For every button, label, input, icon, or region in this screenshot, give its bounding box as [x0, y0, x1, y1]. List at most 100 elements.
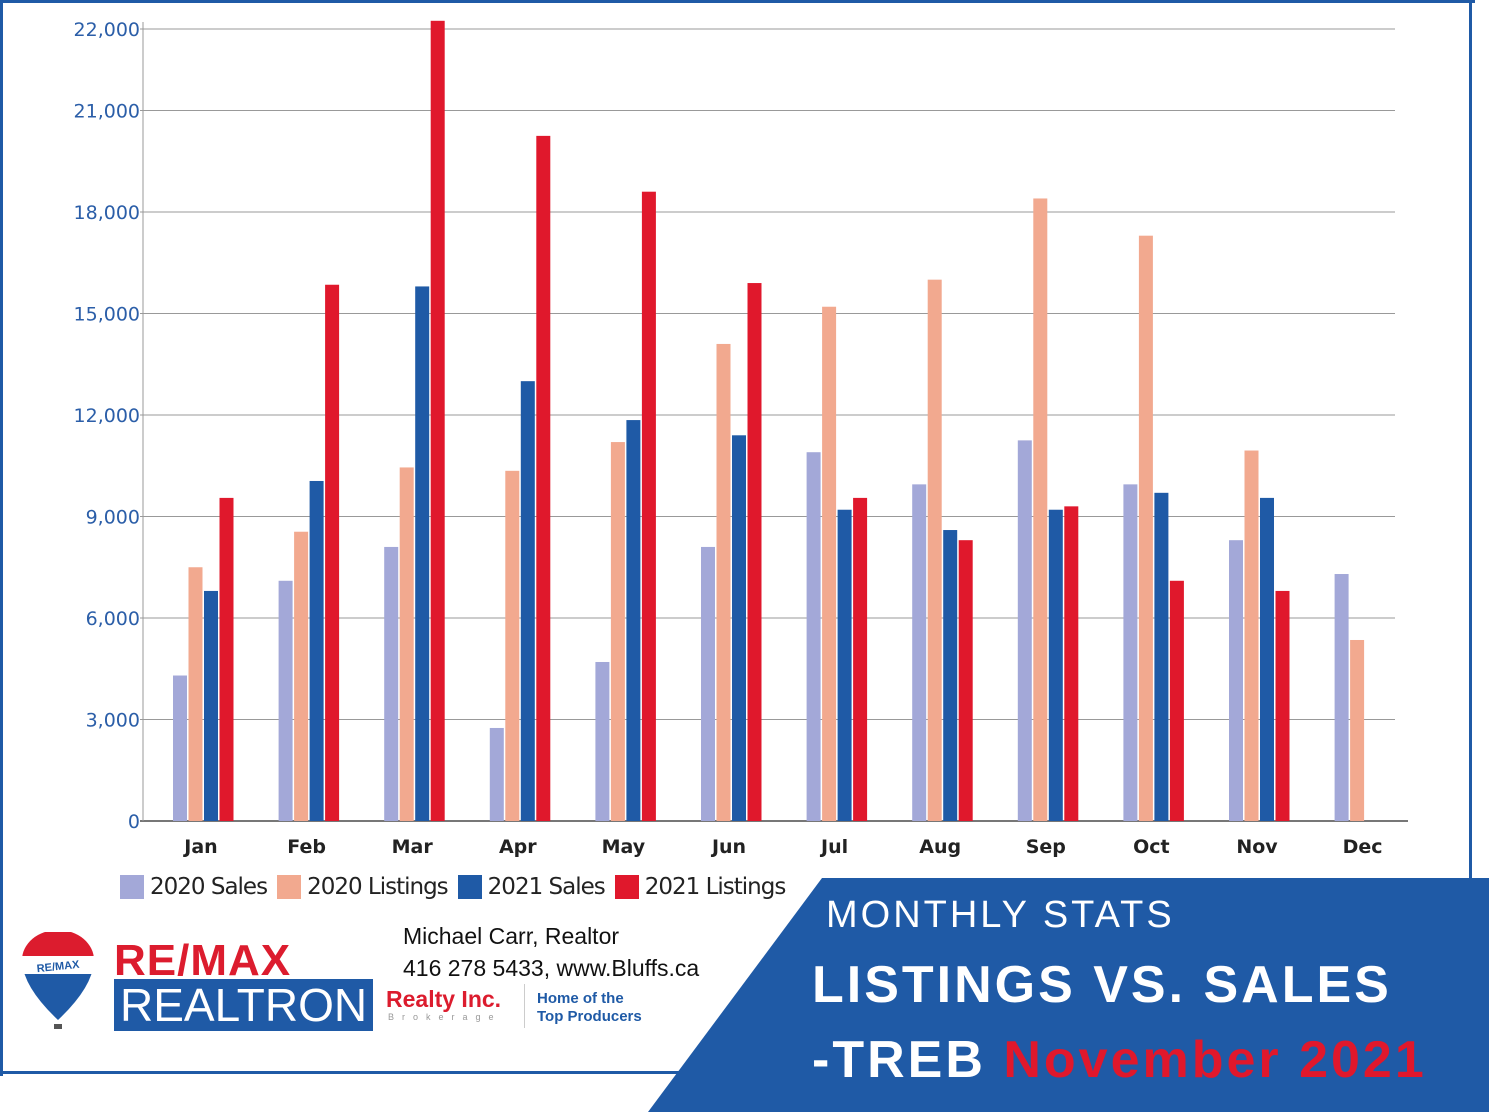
bar-may-2021-listings	[641, 191, 656, 821]
frame-border	[0, 0, 3, 1076]
x-tick-label: Mar	[392, 836, 434, 858]
x-tick-label: Aug	[919, 836, 961, 858]
x-tick-label: May	[602, 836, 646, 858]
y-tick-label: 18,000	[74, 202, 140, 224]
legend-label: 2021 Sales	[487, 874, 606, 900]
banner-source: -TREB	[812, 1031, 986, 1089]
svg-text:RE/MAX: RE/MAX	[36, 959, 80, 975]
bar-jul-2020-listings	[822, 306, 837, 821]
bar-mar-2021-sales	[415, 286, 430, 821]
tagline-line1: Home of the	[537, 990, 624, 1007]
bar-jul-2020-sales	[806, 452, 821, 821]
bar-aug-2020-listings	[927, 279, 942, 822]
legend-swatch	[120, 875, 144, 899]
bar-jul-2021-sales	[837, 509, 852, 821]
bar-oct-2021-sales	[1154, 492, 1169, 821]
y-tick-label: 22,000	[74, 19, 140, 41]
y-tick-label: 15,000	[74, 304, 140, 326]
bar-apr-2020-sales	[489, 727, 504, 821]
bar-mar-2020-sales	[384, 546, 399, 821]
bar-oct-2021-listings	[1169, 580, 1184, 821]
contact-info: Michael Carr, Realtor 416 278 5433, www.…	[403, 920, 699, 984]
contact-name: Michael Carr, Realtor	[403, 923, 620, 949]
legend-item: 2020 Sales	[120, 874, 268, 900]
bar-sep-2020-sales	[1017, 440, 1032, 821]
y-tick-label: 0	[128, 811, 140, 833]
x-tick-label: Nov	[1236, 836, 1278, 858]
y-tick-label: 12,000	[74, 405, 140, 427]
legend-swatch	[614, 875, 639, 899]
legend-label: 2020 Listings	[307, 874, 449, 900]
legend-item: 2021 Sales	[457, 874, 606, 900]
divider	[524, 984, 525, 1028]
bar-dec-2020-listings	[1350, 639, 1365, 821]
bar-apr-2021-listings	[536, 135, 551, 821]
bar-apr-2020-listings	[505, 470, 520, 821]
bar-apr-2021-sales	[520, 381, 535, 821]
realtron-wordmark: REALTRON	[114, 979, 374, 1031]
x-tick-label: Jul	[819, 836, 848, 858]
x-tick-label: Oct	[1133, 836, 1170, 858]
bar-sep-2020-listings	[1033, 198, 1048, 821]
bar-jun-2021-sales	[732, 435, 746, 821]
bar-sep-2021-listings	[1064, 506, 1079, 821]
y-tick-label: 3,000	[86, 710, 140, 732]
x-tick-label: Dec	[1343, 836, 1383, 858]
bar-may-2021-sales	[626, 420, 641, 821]
bar-jan-2020-sales	[173, 675, 187, 821]
realty-inc-label: Realty Inc.	[386, 986, 502, 1012]
y-tick-label: 9,000	[86, 507, 140, 529]
legend: 2020 Sales 2020 Listings 2021 Sales 2021 Li…	[120, 874, 787, 900]
banner-date: November 2021	[1003, 1031, 1427, 1089]
bar-jun-2020-listings	[716, 343, 731, 821]
bar-feb-2021-listings	[325, 284, 340, 821]
bar-feb-2021-sales	[309, 480, 324, 821]
tagline-line2: Top Producers	[537, 1008, 642, 1025]
bar-aug-2021-listings	[958, 540, 973, 821]
x-tick-label: Jun	[710, 836, 746, 858]
remax-balloon-logo: RE/MAX	[22, 932, 94, 1029]
bar-nov-2020-sales	[1229, 540, 1243, 821]
bar-feb-2020-sales	[278, 580, 293, 821]
bar-nov-2021-sales	[1260, 497, 1274, 821]
bar-mar-2020-listings	[399, 467, 414, 821]
legend-swatch	[277, 875, 302, 899]
y-tick-label: 6,000	[86, 608, 140, 630]
bar-oct-2020-sales	[1123, 484, 1138, 821]
y-tick-label: 21,000	[74, 101, 140, 123]
x-tick-label: Feb	[287, 836, 326, 858]
x-tick-label: Sep	[1026, 836, 1066, 858]
brokerage-label: Brokerage	[388, 1012, 502, 1022]
bar-jan-2021-sales	[204, 590, 218, 821]
bar-may-2020-sales	[595, 661, 610, 821]
bar-oct-2020-listings	[1138, 235, 1153, 821]
bar-mar-2021-listings	[430, 20, 445, 822]
x-tick-label: Jan	[182, 836, 217, 858]
contact-phone-web: 416 278 5433, www.Bluffs.ca	[403, 955, 700, 981]
bar-aug-2020-sales	[912, 484, 927, 821]
bar-jul-2021-listings	[853, 497, 868, 821]
legend-item: 2020 Listings	[277, 874, 449, 900]
bar-jan-2020-listings	[188, 567, 203, 821]
x-tick-label: Apr	[499, 836, 537, 858]
bar-jun-2021-listings	[747, 283, 762, 821]
legend-item: 2021 Listings	[614, 874, 787, 900]
legend-label: 2021 Listings	[644, 874, 787, 900]
bar-may-2020-listings	[610, 442, 625, 821]
bar-nov-2020-listings	[1244, 450, 1259, 821]
bar-feb-2020-listings	[294, 531, 309, 821]
remax-wordmark: RE/MAX	[114, 936, 292, 985]
bar-jun-2020-sales	[701, 546, 715, 821]
bar-nov-2021-listings	[1275, 590, 1290, 821]
legend-label: 2020 Sales	[150, 874, 268, 900]
legend-swatch	[457, 875, 482, 899]
bar-jan-2021-listings	[219, 497, 234, 821]
frame-border	[0, 0, 1475, 3]
bar-dec-2020-sales	[1334, 574, 1349, 821]
banner-title: LISTINGS VS. SALES	[812, 956, 1392, 1014]
banner-title-line2: -TREB November 2021	[812, 1030, 1427, 1090]
bar-aug-2021-sales	[943, 530, 958, 821]
tagline: Home of the Top Producers	[537, 990, 642, 1026]
bar-sep-2021-sales	[1048, 509, 1063, 821]
